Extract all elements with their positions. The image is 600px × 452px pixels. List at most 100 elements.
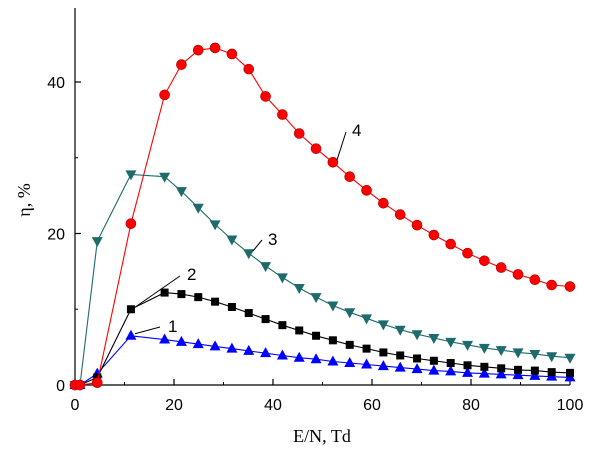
data-point <box>295 326 304 335</box>
data-point <box>462 247 473 259</box>
data-point <box>176 59 187 70</box>
series-line <box>75 292 571 386</box>
data-point <box>514 365 523 374</box>
data-point <box>394 361 406 372</box>
series-label: 1 <box>168 317 177 336</box>
series-line <box>75 173 571 386</box>
series-label: 2 <box>187 265 196 284</box>
y-tick-label: 20 <box>47 227 65 244</box>
data-point <box>260 262 272 273</box>
data-point <box>125 170 137 181</box>
data-point <box>497 364 506 373</box>
data-point <box>192 44 204 56</box>
data-point <box>394 325 406 336</box>
data-point <box>529 349 541 360</box>
annotation-leader <box>134 275 181 308</box>
y-axis-title: η, % <box>14 183 34 216</box>
data-point <box>192 203 204 214</box>
x-tick-label: 60 <box>363 397 381 414</box>
data-point <box>159 89 170 101</box>
data-point <box>512 369 524 380</box>
series-2 <box>71 288 574 389</box>
data-point <box>310 143 322 154</box>
series-label: 3 <box>268 230 277 249</box>
data-point <box>377 360 389 371</box>
data-point <box>209 42 221 54</box>
data-point <box>411 330 423 341</box>
data-point <box>462 366 474 377</box>
data-point <box>479 255 490 267</box>
data-point <box>546 279 557 291</box>
data-point <box>344 171 356 182</box>
data-point <box>91 237 103 248</box>
data-point <box>462 340 474 351</box>
series-4 <box>69 42 576 391</box>
data-point <box>175 187 187 198</box>
data-point <box>445 337 457 348</box>
data-point <box>159 172 171 183</box>
data-point <box>445 238 457 250</box>
axis-ticks: 0 20 40 60 80 100 0 20 40 <box>47 75 583 414</box>
data-point <box>411 363 423 374</box>
data-point <box>177 290 186 299</box>
data-point <box>547 368 556 377</box>
data-point <box>379 348 388 357</box>
data-point <box>293 284 305 295</box>
data-point <box>276 273 288 284</box>
x-tick-label: 40 <box>264 397 282 414</box>
data-point <box>429 356 438 365</box>
data-point <box>361 358 373 369</box>
data-point <box>529 369 541 380</box>
data-point <box>310 353 322 364</box>
data-point <box>546 352 558 363</box>
data-point <box>91 377 103 389</box>
data-point <box>226 48 238 60</box>
data-point <box>226 235 238 246</box>
data-point <box>328 336 337 345</box>
x-axis-title: E/N, Td <box>293 426 351 446</box>
series-line <box>75 335 571 386</box>
data-point <box>495 368 507 379</box>
series-3 <box>69 170 576 391</box>
data-point <box>226 342 238 353</box>
y-tick-label: 40 <box>47 75 65 92</box>
y-tick-label: 0 <box>56 378 65 395</box>
data-point <box>276 349 288 360</box>
data-point <box>530 366 539 375</box>
data-point <box>512 348 524 359</box>
data-point <box>293 128 305 139</box>
data-point <box>495 346 507 357</box>
data-point <box>227 302 236 311</box>
data-point <box>564 281 576 292</box>
data-point <box>260 91 271 102</box>
data-point <box>428 334 440 345</box>
data-point <box>211 297 220 306</box>
series-line <box>75 47 571 386</box>
data-point <box>126 305 135 314</box>
data-point <box>361 185 372 196</box>
data-point <box>378 197 389 209</box>
series-label: 4 <box>352 121 361 140</box>
data-point <box>327 156 339 168</box>
annotation-leader <box>134 326 161 335</box>
data-point <box>327 355 339 366</box>
data-point <box>445 365 457 376</box>
x-tick-label: 100 <box>557 397 584 414</box>
x-tick-label: 80 <box>462 397 480 414</box>
x-tick-label: 20 <box>165 397 183 414</box>
data-point <box>344 357 356 368</box>
series-layer <box>69 42 576 391</box>
series-1 <box>69 329 576 389</box>
annotation-leader <box>252 239 263 252</box>
data-point <box>243 249 255 260</box>
x-tick-label: 0 <box>71 397 80 414</box>
data-point <box>428 229 440 241</box>
data-point <box>564 353 576 364</box>
data-point <box>345 340 354 349</box>
data-point <box>159 333 171 344</box>
data-point <box>209 340 221 351</box>
data-point <box>243 344 255 355</box>
data-point <box>93 373 102 382</box>
data-point <box>463 361 472 370</box>
